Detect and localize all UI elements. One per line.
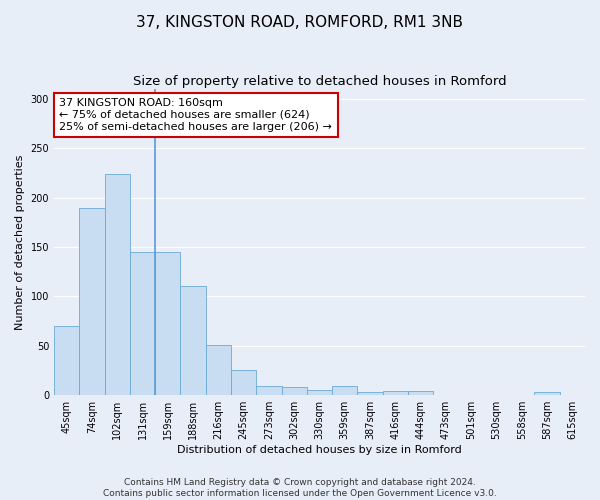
Bar: [206, 345, 231, 395]
Title: Size of property relative to detached houses in Romford: Size of property relative to detached ho…: [133, 75, 506, 88]
Bar: [256, 386, 281, 395]
Text: 37 KINGSTON ROAD: 160sqm
← 75% of detached houses are smaller (624)
25% of semi-: 37 KINGSTON ROAD: 160sqm ← 75% of detach…: [59, 98, 332, 132]
Text: 37, KINGSTON ROAD, ROMFORD, RM1 3NB: 37, KINGSTON ROAD, ROMFORD, RM1 3NB: [137, 15, 464, 30]
Bar: [155, 252, 181, 395]
Bar: [332, 386, 358, 395]
Bar: [408, 392, 433, 395]
Bar: [358, 392, 383, 395]
Bar: [130, 252, 155, 395]
Bar: [383, 392, 408, 395]
Bar: [307, 390, 332, 395]
Bar: [231, 370, 256, 395]
Bar: [535, 392, 560, 395]
Text: Contains HM Land Registry data © Crown copyright and database right 2024.
Contai: Contains HM Land Registry data © Crown c…: [103, 478, 497, 498]
Bar: [181, 286, 206, 395]
Y-axis label: Number of detached properties: Number of detached properties: [15, 154, 25, 330]
Bar: [54, 326, 79, 395]
Bar: [281, 388, 307, 395]
Bar: [104, 174, 130, 395]
Bar: [79, 208, 104, 395]
X-axis label: Distribution of detached houses by size in Romford: Distribution of detached houses by size …: [177, 445, 462, 455]
